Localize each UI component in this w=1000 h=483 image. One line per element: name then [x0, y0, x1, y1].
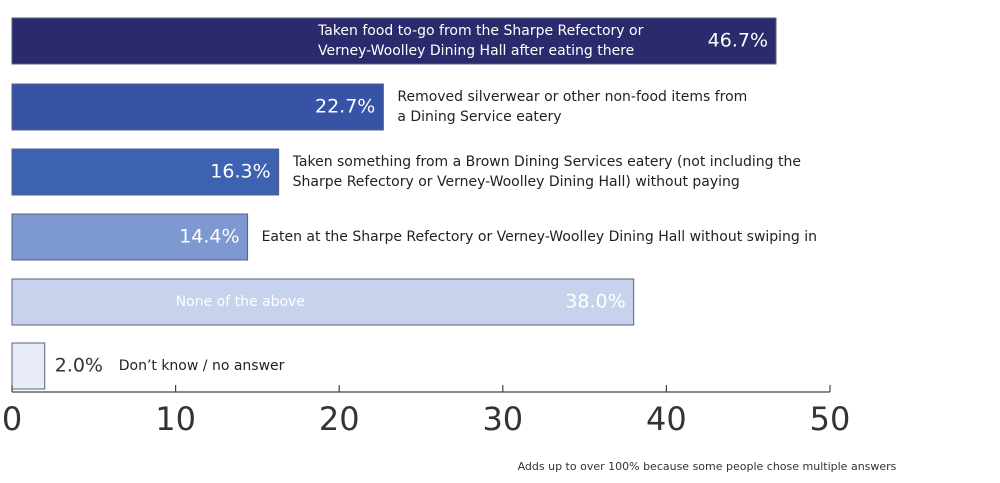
x-tick-label: 40: [646, 400, 687, 438]
category-label: Removed silverwear or other non-food ite…: [397, 89, 748, 125]
category-label: Taken something from a Brown Dining Serv…: [292, 154, 801, 190]
category-label-box: None of the above: [175, 294, 305, 310]
x-tick-label: 30: [482, 400, 523, 438]
bar: [11, 83, 384, 131]
category-label: Eaten at the Sharpe Refectory or Verney-…: [261, 229, 818, 245]
x-tick-label: 50: [810, 400, 851, 438]
value-label: 46.7%: [708, 30, 768, 52]
category-label: Taken food to-go from the Sharpe Refecto…: [318, 23, 644, 59]
x-tick-label: 0: [2, 400, 22, 438]
bar: [11, 148, 280, 196]
category-label: None of the above: [175, 294, 305, 310]
value-label: 2.0%: [55, 355, 103, 377]
x-tick-label: 20: [319, 400, 360, 438]
value-label: 14.4%: [179, 226, 239, 248]
category-label-box: Don’t know / no answer: [118, 358, 285, 374]
value-label: 16.3%: [210, 161, 270, 183]
bar: [11, 213, 249, 261]
category-label-box: Taken food to-go from the Sharpe Refecto…: [318, 23, 644, 59]
bar: [11, 278, 635, 326]
bar: [11, 17, 777, 65]
category-label-box: Eaten at the Sharpe Refectory or Verney-…: [261, 229, 818, 245]
bar: [11, 342, 46, 390]
category-label-box: Taken something from a Brown Dining Serv…: [292, 154, 801, 190]
value-label: 38.0%: [565, 291, 625, 313]
x-tick-label: 10: [155, 400, 196, 438]
value-label: 22.7%: [315, 96, 375, 118]
category-label: Don’t know / no answer: [118, 358, 285, 374]
footnote: Adds up to over 100% because some people…: [518, 460, 897, 473]
category-label-box: Removed silverwear or other non-food ite…: [397, 89, 748, 125]
